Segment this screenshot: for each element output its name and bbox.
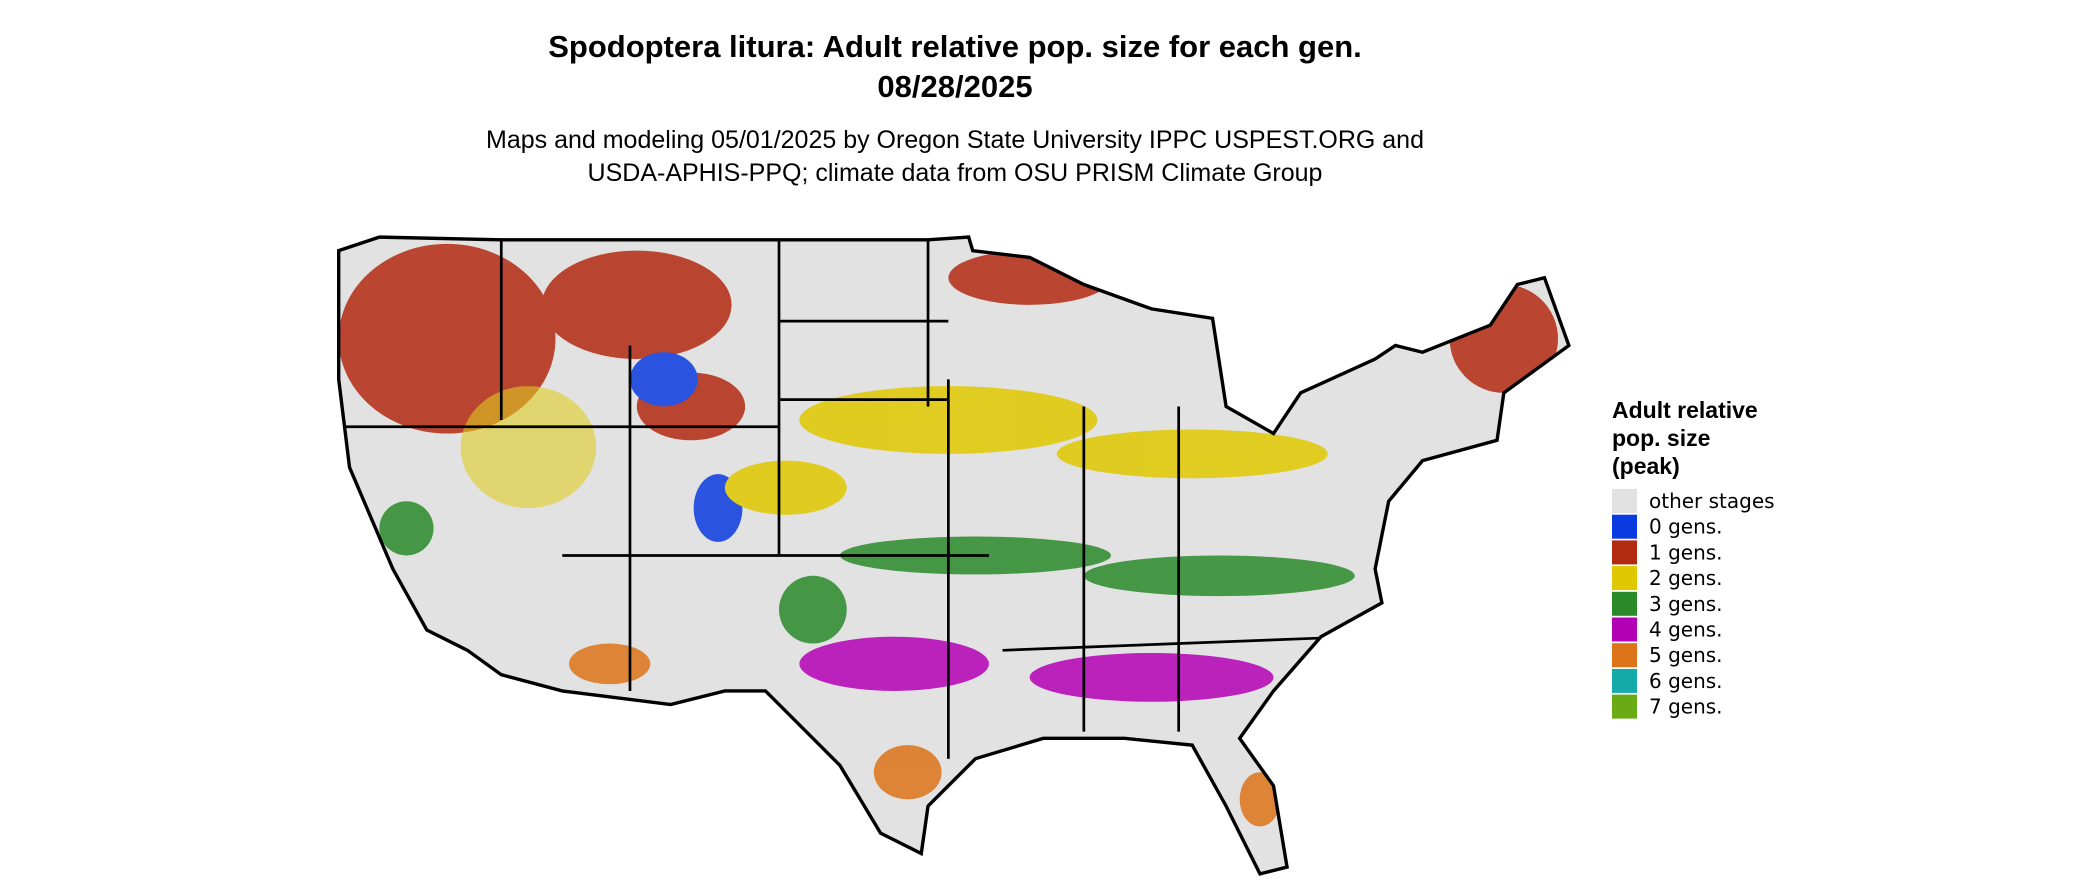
map [337, 235, 1571, 876]
legend-swatch [1612, 694, 1637, 719]
legend-swatch [1612, 668, 1637, 693]
title: Spodoptera litura: Adult relative pop. s… [548, 29, 1362, 64]
legend-swatch [1612, 643, 1637, 668]
legend-label: 2 gens. [1649, 566, 1723, 590]
legend-label: 3 gens. [1649, 592, 1723, 616]
legend-swatch [1612, 540, 1637, 565]
us-outline [337, 235, 1571, 876]
legend-label: other stages [1649, 489, 1775, 513]
legend-swatch [1612, 489, 1637, 513]
legend-label: 7 gens. [1649, 695, 1723, 719]
legend-swatch [1612, 566, 1637, 591]
legend-swatch [1612, 514, 1637, 539]
legend-label: 5 gens. [1649, 643, 1723, 667]
state-borders [345, 239, 1355, 759]
subtitle: USDA-APHIS-PPQ; climate data from OSU PR… [588, 159, 1323, 187]
legend-swatch [1612, 617, 1637, 642]
legend-label: 0 gens. [1649, 515, 1723, 539]
legend-swatch [1612, 591, 1637, 616]
date: 08/28/2025 [877, 69, 1032, 104]
legend-label: 6 gens. [1649, 669, 1723, 693]
legend-label: 1 gens. [1649, 540, 1723, 564]
legend-title: pop. size [1612, 425, 1710, 451]
legend-label: 4 gens. [1649, 618, 1723, 642]
legend-title: (peak) [1612, 453, 1680, 479]
subtitle: Maps and modeling 05/01/2025 by Oregon S… [486, 126, 1424, 154]
legend-title: Adult relative [1612, 397, 1758, 423]
